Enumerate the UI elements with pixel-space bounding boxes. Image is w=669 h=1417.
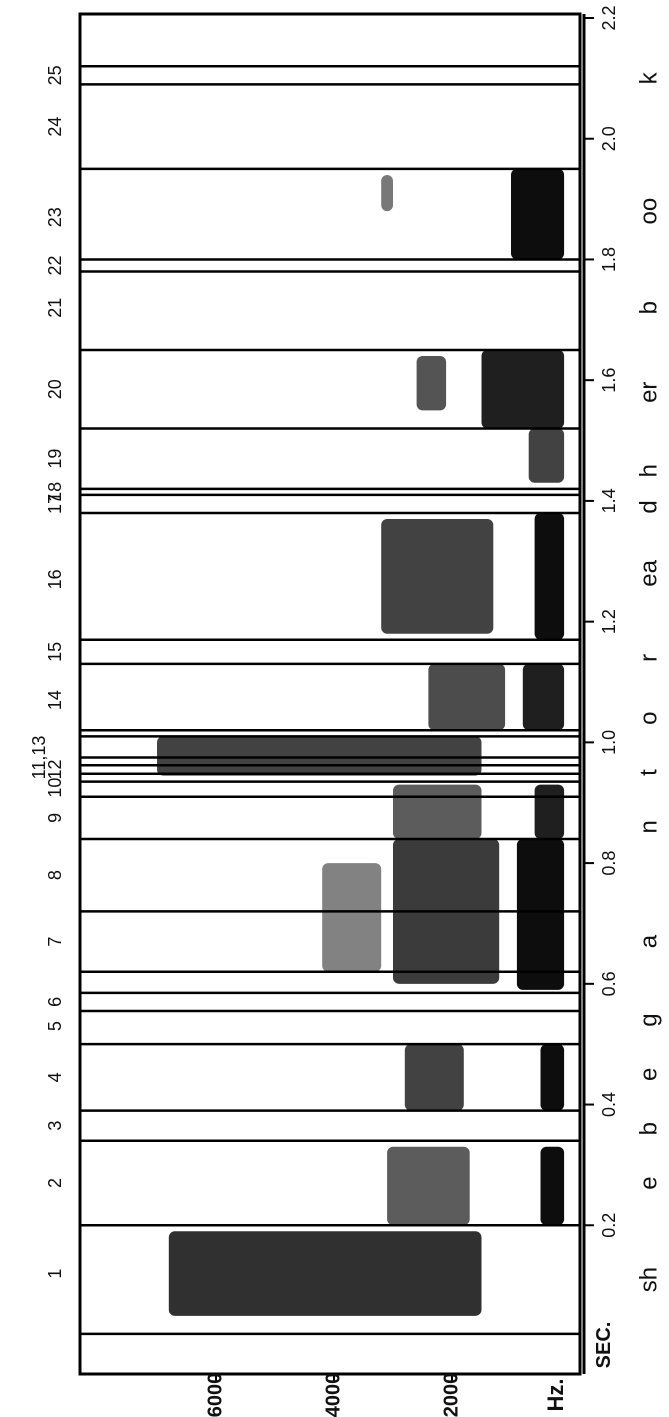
- phonetic-label: er: [635, 382, 662, 403]
- segment-number-label: 12: [45, 760, 65, 780]
- segment-number-label: 9: [45, 813, 65, 823]
- phonetic-label: h: [635, 464, 662, 477]
- time-tick-label: 0.6: [599, 971, 619, 996]
- segment-labels: 123456789101211,131415161718192021222324…: [29, 65, 65, 1278]
- energy-region: [540, 1146, 565, 1226]
- segment-number-label: 22: [45, 255, 65, 275]
- energy-region: [481, 350, 565, 429]
- segment-number-label: 14: [45, 690, 65, 710]
- energy-region: [387, 1146, 470, 1226]
- phonetic-label: k: [635, 71, 662, 84]
- phonetic-label: e: [635, 1176, 662, 1189]
- segment-number-label: 24: [45, 117, 65, 137]
- energy-region: [534, 784, 565, 839]
- phonetic-label: t: [635, 769, 662, 776]
- segment-number-label: 20: [45, 379, 65, 399]
- segment-number-label: 1: [45, 1269, 65, 1279]
- energy-region: [157, 736, 482, 776]
- segment-number-label: 7: [45, 937, 65, 947]
- segment-number-label: 18: [45, 482, 65, 502]
- frequency-tick-label: 6000: [204, 1373, 226, 1417]
- energy-region: [511, 168, 565, 260]
- energy-region: [393, 784, 482, 839]
- segment-number-label: 3: [45, 1121, 65, 1131]
- segment-number-label: 25: [45, 65, 65, 85]
- energy-region: [381, 174, 393, 212]
- time-tick-label: 1.8: [599, 247, 619, 272]
- time-tick-label: 1.6: [599, 368, 619, 393]
- energy-region: [428, 663, 506, 731]
- segment-number-label: 17: [45, 494, 65, 514]
- phonetic-label: oo: [635, 198, 662, 225]
- phonetic-label: o: [635, 712, 662, 725]
- energy-region: [540, 1044, 565, 1111]
- time-tick-label: 2.2: [599, 5, 619, 30]
- energy-region: [528, 428, 565, 483]
- time-tick-label: 1.4: [599, 488, 619, 513]
- energy-regions: [157, 168, 565, 1316]
- phonetic-label: e: [635, 1068, 662, 1081]
- segment-number-label: 23: [45, 207, 65, 227]
- energy-region: [381, 519, 494, 634]
- phonetic-label: ea: [635, 559, 662, 586]
- time-tick-label: 1.0: [599, 730, 619, 755]
- segment-number-label: 10: [45, 778, 65, 798]
- phonetic-labels: sh e b e g a n t o r ea d h er b oo k: [635, 71, 662, 1292]
- time-axis: 0.2 0.4 0.6 0.8 1.0 1.2 1.4 1.6 1.8 2.0 2.2: [582, 5, 619, 1374]
- energy-region: [416, 356, 447, 411]
- segment-number-label: 2: [45, 1178, 65, 1188]
- frequency-tick-label: 4000: [322, 1373, 344, 1417]
- phonetic-label: sh: [635, 1267, 662, 1292]
- phonetic-label: n: [635, 820, 662, 833]
- energy-region: [168, 1231, 482, 1316]
- phonetic-label: a: [635, 934, 662, 948]
- time-tick-label: 1.2: [599, 609, 619, 634]
- phonetic-label: g: [635, 1013, 662, 1026]
- frequency-tick-label: 2000: [440, 1373, 462, 1417]
- frequency-axis-label: Hz.: [543, 1379, 568, 1412]
- time-tick-label: 0.2: [599, 1213, 619, 1238]
- time-tick-label: 0.4: [599, 1092, 619, 1117]
- time-tick-label: 2.0: [599, 126, 619, 151]
- segment-number-label: 15: [45, 642, 65, 662]
- segment-boundaries: [80, 65, 580, 1336]
- segment-number-label: 5: [45, 1021, 65, 1031]
- phonetic-label: b: [635, 1122, 662, 1135]
- segment-number-label: 11,13: [29, 736, 49, 780]
- segment-number-label: 6: [45, 997, 65, 1007]
- energy-region: [516, 838, 565, 990]
- phonetic-label: b: [635, 301, 662, 314]
- phonetic-label: r: [635, 654, 662, 662]
- segment-number-label: 4: [45, 1072, 65, 1082]
- frequency-axis: 2000 4000 6000: [204, 1373, 462, 1417]
- energy-region: [534, 512, 565, 640]
- segment-number-label: 8: [45, 870, 65, 880]
- energy-region: [522, 663, 565, 731]
- phonetic-label: d: [635, 500, 662, 513]
- time-axis-label: SEC.: [593, 1322, 615, 1369]
- segment-number-label: 16: [45, 569, 65, 589]
- segment-number-label: 21: [45, 298, 65, 318]
- energy-region: [322, 863, 382, 972]
- time-tick-label: 0.8: [599, 851, 619, 876]
- energy-region: [404, 1044, 464, 1111]
- segment-number-label: 19: [45, 449, 65, 469]
